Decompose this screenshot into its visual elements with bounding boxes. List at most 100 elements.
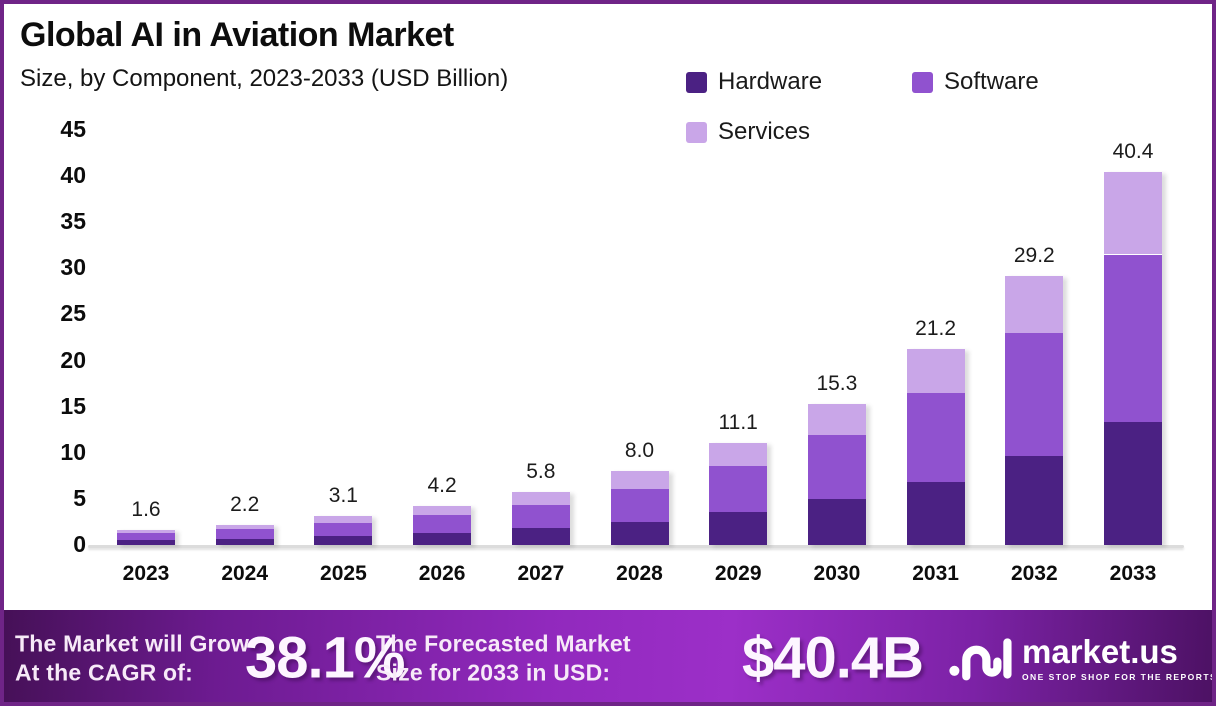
x-axis-label-2031: 2031 [912,562,959,585]
page-subtitle: Size, by Component, 2023-2033 (USD Billi… [20,65,509,92]
logo-wordmark: market.us [1022,632,1178,670]
bar-2025 [314,516,373,545]
y-axis-tick-5: 5 [73,484,86,511]
y-axis-tick-35: 35 [60,208,86,235]
y-axis-tick-0: 0 [73,531,86,557]
bar-segment-hardware-2025 [314,535,373,545]
bar-segment-hardware-2024 [215,538,274,545]
bar-total-label-2026: 4.2 [427,474,457,498]
x-axis-label-2030: 2030 [813,562,861,585]
bar-2026 [413,506,472,545]
bar-segment-hardware-2029 [709,511,768,545]
chart-legend: Hardware Software Services [686,68,1086,168]
bar-2030 [807,403,866,545]
legend-item-services: Services [686,118,912,146]
bar-2028 [610,471,669,545]
bar-segment-services-2031 [906,349,965,393]
bar-segment-services-2026 [413,506,472,516]
bar-segment-services-2032 [1005,275,1064,333]
bar-segment-hardware-2023 [117,540,175,545]
x-axis-line [88,545,1184,548]
x-axis-label-2033: 2033 [1109,562,1157,585]
y-axis-tick-40: 40 [60,162,86,189]
bar-segment-services-2028 [610,471,669,489]
x-axis-label-2028: 2028 [616,562,663,585]
bar-2029 [709,442,768,545]
bar-segment-software-2026 [413,515,472,533]
x-axis-label-2027: 2027 [517,562,565,585]
bar-segment-hardware-2030 [807,498,866,545]
bar-segment-software-2027 [511,505,570,529]
x-axis-label-2023: 2023 [122,562,170,585]
bar-segment-software-2033 [1104,254,1162,423]
bar-2033 [1104,172,1162,545]
forecast-value: $40.4B [742,625,924,691]
legend-swatch-services [686,121,707,143]
bar-segment-services-2023 [117,530,175,534]
bar-segment-hardware-2032 [1005,456,1064,545]
bar-segment-hardware-2033 [1104,422,1162,545]
legend-item-software: Software [912,68,1082,96]
bar-2032 [1005,275,1064,545]
bar-segment-software-2031 [906,392,965,483]
bar-2024 [215,524,274,545]
bar-segment-services-2027 [511,491,570,506]
y-axis-tick-30: 30 [60,254,86,281]
marketus-logo: market.us ONE STOP SHOP FOR THE REPORTS [948,632,1216,683]
logo-text-block: market.us ONE STOP SHOP FOR THE REPORTS [1022,632,1216,682]
bar-segment-software-2025 [314,522,373,536]
legend-swatch-software [912,71,933,93]
bar-2031 [906,349,965,545]
bar-segment-software-2029 [709,465,768,512]
chart-header: Global AI in Aviation Market Size, by Co… [20,16,508,93]
y-axis-tick-10: 10 [60,438,86,465]
x-axis-label-2024: 2024 [221,562,269,585]
x-axis-label-2029: 2029 [714,562,762,585]
legend-swatch-hardware [686,71,707,93]
y-axis-tick-20: 20 [60,346,86,373]
bar-segment-software-2024 [215,529,274,539]
bar-segment-software-2032 [1005,332,1064,457]
page-title: Global AI in Aviation Market [20,16,454,54]
x-axis-label-2025: 2025 [320,562,367,585]
bar-2027 [511,491,570,545]
bar-segment-services-2033 [1104,172,1162,255]
bar-segment-hardware-2026 [413,533,472,545]
logo-tagline: ONE STOP SHOP FOR THE REPORTS [1022,671,1216,682]
bar-total-label-2031: 21.2 [915,317,957,341]
y-axis-tick-15: 15 [60,392,86,419]
bar-segment-software-2030 [807,435,866,499]
y-axis-tick-25: 25 [60,300,86,327]
cagr-caption-line1: The Market will Grow [15,630,250,657]
legend-label: Software [944,68,1039,95]
x-axis-label-2032: 2032 [1010,562,1058,585]
legend-item-hardware: Hardware [686,68,912,96]
cagr-value: 38.1% [245,625,405,691]
marketus-logo-icon [949,638,1012,681]
y-axis-tick-45: 45 [60,116,86,142]
bar-total-label-2025: 3.1 [328,484,358,508]
bar-segment-software-2023 [117,533,175,541]
legend-label: Services [718,118,811,145]
bar-segment-services-2024 [215,524,274,530]
cagr-caption: The Market will Grow At the CAGR of: [15,629,249,686]
bar-segment-services-2029 [709,442,768,466]
bar-total-label-2024: 2.2 [230,492,260,516]
bar-segment-hardware-2031 [906,482,965,545]
cagr-caption-line2: At the CAGR of: [15,659,194,685]
footer-banner: The Market will Grow At the CAGR of: 38.… [4,610,1216,702]
bar-segment-hardware-2027 [511,528,570,545]
bar-2023 [117,530,175,545]
bar-total-label-2027: 5.8 [526,459,556,483]
bar-total-label-2028: 8.0 [624,439,655,463]
bar-segment-software-2028 [610,488,669,522]
bar-total-label-2032: 29.2 [1013,243,1055,267]
bar-total-label-2029: 11.1 [718,410,758,434]
bar-segment-services-2025 [314,516,373,523]
forecast-caption-line1: The Forecasted Market [376,630,631,657]
bar-segment-hardware-2028 [610,521,669,545]
legend-label: Hardware [718,68,823,95]
bar-total-label-2033: 40.4 [1112,140,1154,164]
bar-total-label-2030: 15.3 [816,371,858,395]
